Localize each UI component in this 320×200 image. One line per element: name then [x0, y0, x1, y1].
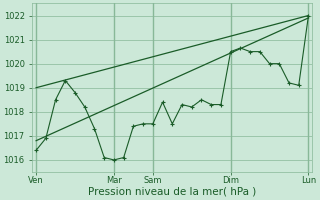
X-axis label: Pression niveau de la mer( hPa ): Pression niveau de la mer( hPa ) [88, 187, 256, 197]
